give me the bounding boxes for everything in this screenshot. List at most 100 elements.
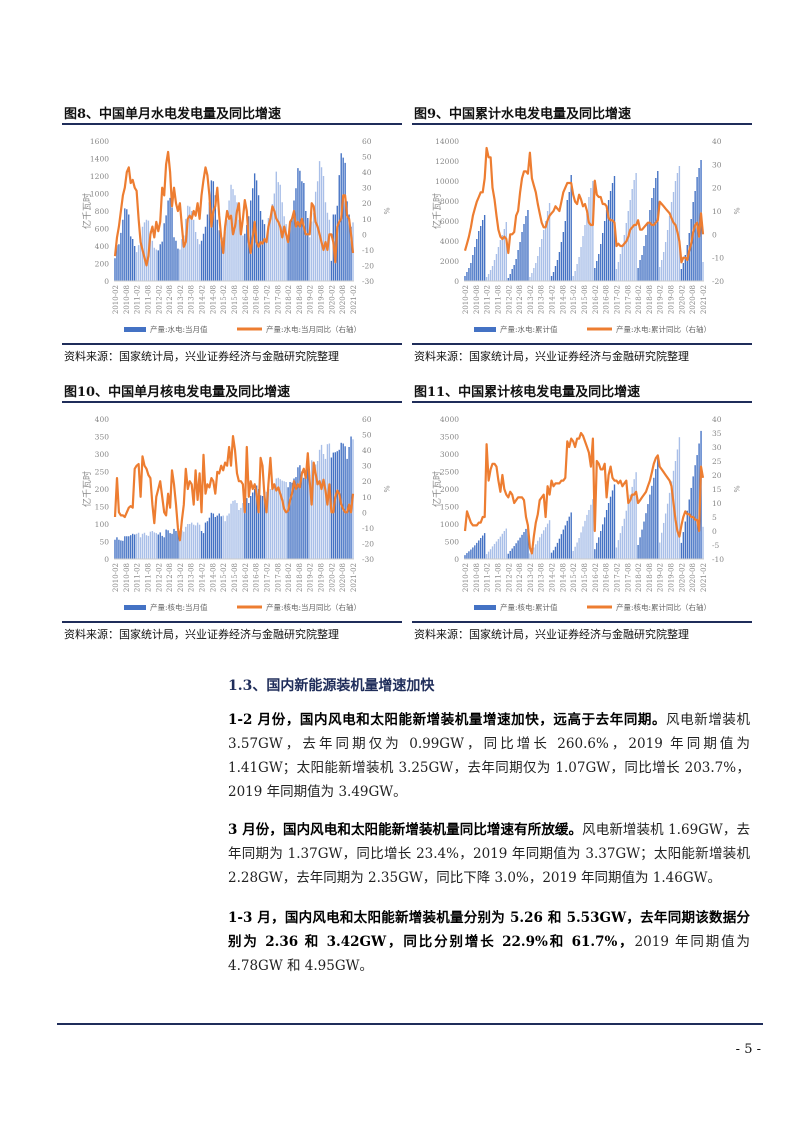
bar [503,229,506,281]
y-tick-label: 14000 [435,137,459,146]
bar [210,180,213,281]
bar [311,221,313,281]
bar [132,533,134,559]
x-tick-label: 2010-08 [473,563,481,592]
bar [212,513,215,559]
bar [493,260,496,281]
bar [611,490,614,559]
bar [149,531,152,559]
bar [281,480,283,559]
y-tick-label: 3500 [440,433,459,442]
bar [639,260,641,281]
bar [285,482,287,559]
bar [230,184,232,281]
bar [474,545,476,559]
x-tick-label: 2012-02 [155,563,163,592]
bar [259,211,262,281]
legend-bar-swatch [124,327,146,332]
bar [582,526,584,559]
x-tick-label: 2016-08 [253,563,261,592]
bar [137,532,140,559]
bar [147,535,150,559]
bar [596,261,598,281]
y2-tick-label: -10 [362,246,374,255]
bar [342,443,344,559]
legend-bar-swatch [474,605,496,610]
bar [130,535,132,559]
bar [344,446,346,559]
y2-tick-label: 20 [712,471,722,480]
bar [651,485,653,559]
y2-tick-label: -20 [712,277,724,286]
bar [291,219,293,281]
bar [214,517,216,559]
y2-tick-label: 10 [362,215,372,224]
x-tick-label: 2017-02 [613,563,621,592]
bar [692,202,694,281]
bar [529,277,531,281]
bar [680,542,683,559]
bar [236,202,238,281]
bar [271,487,274,559]
bar [151,531,154,559]
bar [297,467,299,559]
x-tick-label: 2018-02 [285,285,293,314]
bar [562,529,565,559]
bar [322,454,325,559]
bar [625,223,627,281]
x-tick-label: 2010-02 [112,563,120,592]
bar [159,244,161,281]
bar [554,546,557,559]
legend-bar-swatch [474,327,496,332]
y2-tick-label: -10 [712,555,724,564]
bar [198,244,201,281]
bar [309,475,311,559]
bar [189,206,191,281]
y2-tick-label: 0 [712,527,717,536]
bar [157,250,159,281]
bar [163,537,165,559]
yoy-line [113,150,355,267]
bar [533,268,535,281]
bar [578,257,580,281]
bar [535,263,537,281]
bar [320,444,323,559]
x-tick-label: 2021-02 [350,563,358,592]
x-tick-label: 2011-02 [484,285,492,314]
y2-tick-label: 60 [362,415,372,424]
bar [523,532,525,559]
bar [287,237,289,281]
bar [133,534,136,559]
bar [279,184,281,281]
bar [468,551,470,559]
y-tick-label: 800 [95,207,110,216]
bar [289,223,291,281]
bar [554,266,557,281]
bar [143,222,146,281]
bar [574,271,576,281]
x-tick-label: 2010-02 [462,563,470,592]
y-tick-label: 0 [104,277,109,286]
bar [466,272,468,281]
bar [568,516,570,559]
bar [192,219,195,281]
bar [185,218,187,281]
y-tick-label: 1000 [440,520,459,529]
x-tick-label: 2013-08 [538,563,546,592]
bar [265,237,268,281]
bar [525,216,527,281]
legend-bar-label: 产量:水电:累计值 [500,324,558,334]
bar [664,513,667,559]
bar [348,214,350,281]
bar [171,207,173,281]
x-tick-label: 2011-02 [134,563,142,592]
paragraph-3: 1-3 月，国内风电和太阳能新增装机量分别为 5.26 和 5.53GW，去年同… [228,906,750,978]
bar [124,208,126,281]
y-tick-label: 10000 [435,177,459,186]
y2-tick-label: 50 [362,431,372,440]
x-tick-label: 2013-08 [188,563,196,592]
bar [541,533,543,559]
bar [269,216,272,281]
y2-tick-label: 5 [712,513,717,522]
bar [525,528,527,559]
